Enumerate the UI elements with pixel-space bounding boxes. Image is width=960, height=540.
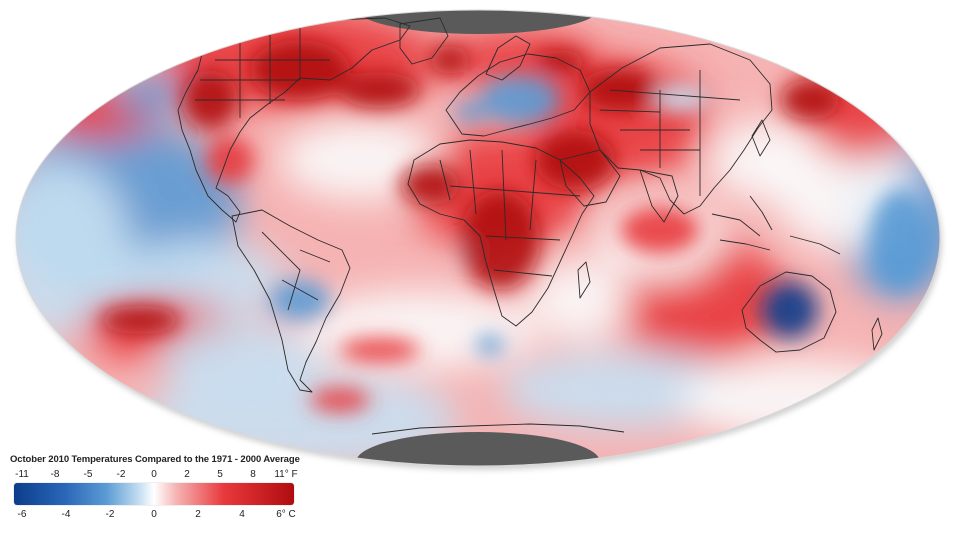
australia-outline [741,271,837,353]
south-pole-no-data [356,432,600,466]
japan-outline [751,119,771,157]
anomaly-patch-white [280,120,440,200]
celsius-tick-label: -4 [61,509,71,520]
legend: October 2010 Temperatures Compared to th… [10,454,310,534]
antarctica-outline [371,423,625,435]
anomaly-patch-mid-red [310,388,370,412]
africa-outline [407,139,595,327]
anomaly-patch-white [710,120,810,200]
legend-title: October 2010 Temperatures Compared to th… [10,454,300,465]
canada-grid [195,26,330,118]
anomaly-patch-light-blue [110,240,290,320]
anomaly-patch-mid-blue [270,280,330,320]
anomaly-patch-deep-red [580,68,660,112]
fahrenheit-tick-label: 2 [184,469,190,480]
anomaly-patch-deep-red [780,80,840,120]
anomaly-patch-deep-red [100,306,180,334]
anomaly-patch-deep-blue [762,282,818,338]
anomaly-patch-mid-blue [476,335,504,355]
south-america-borders [261,231,331,311]
fahrenheit-tick-label: -5 [83,469,93,480]
fahrenheit-tick-label: 8 [250,469,256,480]
fahrenheit-tick-label: 0 [151,469,157,480]
south-america-outline [231,209,351,393]
celsius-tick-label: 6° C [276,509,296,520]
anomaly-patch-mid-blue [454,102,486,122]
africa-borders [439,149,581,277]
india-outline [639,169,679,223]
new-zealand-outline [871,317,883,351]
north-america-outline [177,17,411,223]
anomaly-patch-light-blue [500,350,740,430]
anomaly-patch-mid-blue [480,76,560,124]
anomaly-patch-deep-red [535,130,615,190]
anomaly-patch-mid-red [620,206,700,254]
fahrenheit-tick-label: -11 [15,469,29,480]
anomaly-patch-deep-red [340,72,420,108]
fahrenheit-tick-label: 11° F [274,469,298,480]
celsius-tick-label: 0 [151,509,157,520]
anomaly-patch-deep-red [430,46,470,74]
anomaly-patch-mid-red [206,136,254,184]
scandinavia-outline [485,35,531,81]
anomaly-patch-deep-red [534,50,586,74]
madagascar-outline [577,261,591,299]
celsius-tick-label: 4 [239,509,245,520]
anomaly-patch-light-blue [650,84,710,112]
anomaly-patch-white [530,260,630,340]
celsius-tick-label: 2 [195,509,201,520]
anomaly-patch-deep-red [460,190,540,290]
globe-edge [15,9,941,467]
anomaly-patch-mid-blue [870,190,930,290]
color-scale-bar [14,483,294,505]
fahrenheit-tick-label: 5 [217,469,223,480]
celsius-tick-label: -6 [17,509,27,520]
asia-outline [589,43,773,215]
anomaly-patch-mid-red [340,338,420,362]
greenland-outline [399,17,449,65]
asia-borders [599,70,741,196]
anomaly-patch-white [300,290,540,370]
arabia-outline [559,149,621,207]
fahrenheit-tick-label: -2 [116,469,126,480]
continent-outlines [177,17,883,435]
fahrenheit-tick-label: -8 [50,469,60,480]
celsius-tick-label: -2 [105,509,115,520]
southeast-asia-islands [711,195,841,255]
anomaly-patch-white [680,360,920,440]
